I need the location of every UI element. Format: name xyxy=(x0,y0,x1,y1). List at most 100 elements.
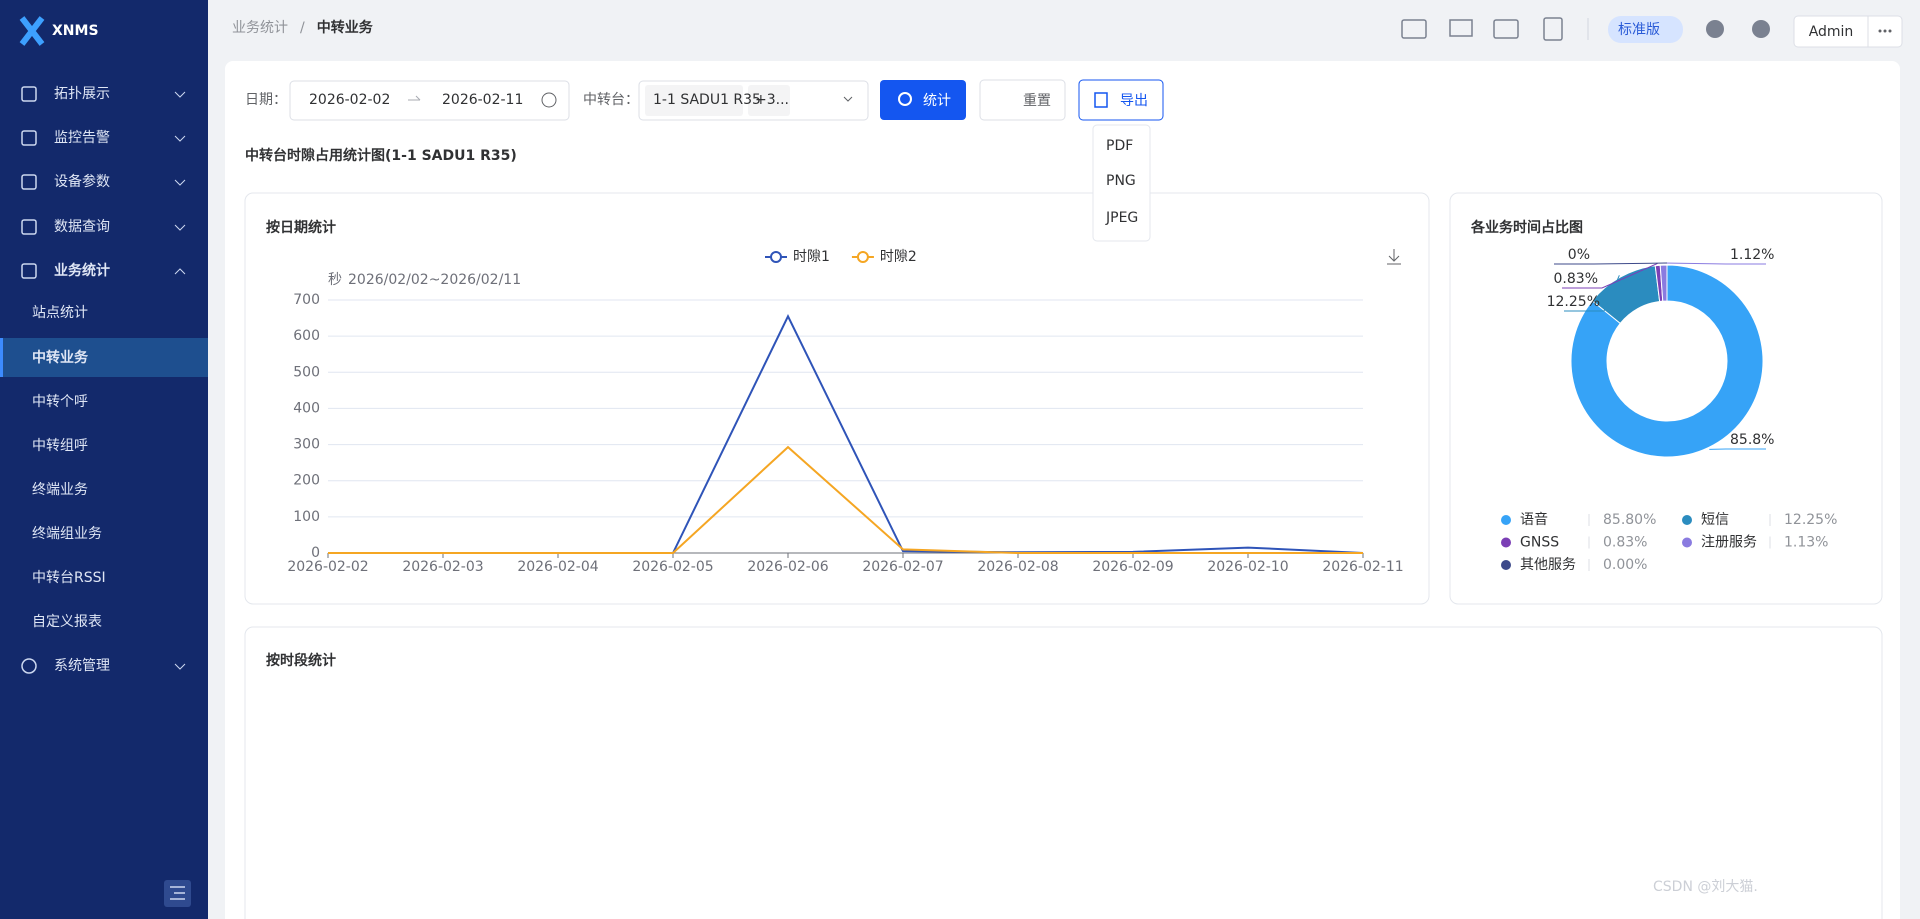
breadcrumb[interactable]: 业务统计 xyxy=(232,20,288,36)
y-tick-label: 300 xyxy=(293,437,320,453)
export-menu xyxy=(1092,124,1151,242)
x-tick-label: 2026-02-10 xyxy=(1207,559,1288,575)
export-icon xyxy=(1094,92,1108,108)
date-start: 2026-02-02 xyxy=(309,92,390,108)
legend-label[interactable]: 注册服务 xyxy=(1701,535,1757,551)
legend-dot[interactable] xyxy=(1682,515,1692,525)
date-label: 日期： xyxy=(245,92,287,108)
legend-label[interactable]: 时隙2 xyxy=(880,249,917,265)
help-icon[interactable] xyxy=(1752,20,1770,38)
menu-icon xyxy=(21,86,37,102)
legend-value: 0.83% xyxy=(1603,535,1647,551)
submenu-item[interactable]: 中转组呼 xyxy=(32,438,88,454)
legend-value: 12.25% xyxy=(1784,512,1837,528)
legend-label[interactable]: 短信 xyxy=(1701,512,1729,528)
y-tick-label: 600 xyxy=(293,328,320,344)
more-icon[interactable] xyxy=(1878,29,1892,33)
user: Admin xyxy=(1809,24,1854,40)
date-end: 2026-02-11 xyxy=(442,92,523,108)
clock-icon xyxy=(541,92,557,108)
legend-dot[interactable] xyxy=(1501,515,1511,525)
menu-icon xyxy=(21,174,37,190)
search-button[interactable] xyxy=(880,80,966,120)
page-title: 中转台时隙占用统计图(1-1 SADU1 R35) xyxy=(245,147,517,164)
period-card xyxy=(244,626,1883,919)
slice-label: 0% xyxy=(1568,247,1590,263)
export-option[interactable]: PDF xyxy=(1106,138,1133,154)
legend-value: 85.80% xyxy=(1603,512,1656,528)
download-icon[interactable] xyxy=(1387,249,1401,265)
submenu-item[interactable]: 终端业务 xyxy=(32,482,88,498)
legend-label[interactable]: GNSS xyxy=(1520,535,1559,551)
menu-icon xyxy=(21,658,37,674)
slice-label: 1.12% xyxy=(1730,247,1774,263)
pie-slice xyxy=(1659,264,1668,302)
x-tick-label: 2026-02-08 xyxy=(977,559,1058,575)
menu-item[interactable]: 数据查询 xyxy=(54,219,110,235)
menu-icon xyxy=(21,219,37,235)
submenu-item[interactable]: 中转业务 xyxy=(32,349,89,366)
menu-item[interactable]: 监控告警 xyxy=(54,130,110,146)
edition: 标准版 xyxy=(1618,22,1660,38)
series-line xyxy=(328,445,1363,554)
relay-label: 中转台： xyxy=(583,92,639,108)
legend-dot[interactable] xyxy=(1682,537,1692,548)
label-line xyxy=(1554,262,1668,265)
chart-subtitle: 2026/02/02~2026/02/11 xyxy=(348,272,521,288)
legend-label[interactable]: 时隙1 xyxy=(793,249,830,265)
search-icon xyxy=(898,92,912,106)
slice-label: 0.83% xyxy=(1554,271,1598,287)
user-button[interactable] xyxy=(1793,15,1903,48)
relay-more: +3... xyxy=(755,92,789,108)
date-arrow xyxy=(408,95,421,101)
y-tick-label: 500 xyxy=(293,364,320,380)
y-tick-label: 700 xyxy=(293,292,320,308)
submenu-item[interactable]: 站点统计 xyxy=(32,305,88,321)
header-icons xyxy=(1401,17,1589,41)
legend-dot[interactable] xyxy=(1501,537,1511,548)
submenu-item[interactable]: 终端组业务 xyxy=(32,526,102,542)
menu-icon xyxy=(21,130,37,146)
legend-label[interactable]: 其他服务 xyxy=(1520,557,1576,573)
watermark: CSDN @刘大猫. xyxy=(1653,879,1758,895)
label-line xyxy=(1562,263,1658,289)
export-option[interactable]: JPEG xyxy=(1105,210,1138,226)
legend-value: 1.13% xyxy=(1784,535,1828,551)
submenu-item[interactable]: 自定义报表 xyxy=(32,614,102,630)
x-tick-label: 2026-02-11 xyxy=(1322,559,1403,575)
menu-item[interactable]: 系统管理 xyxy=(54,658,110,674)
reset-text: 重置 xyxy=(1023,93,1051,109)
sidebar xyxy=(0,0,208,919)
reset-button[interactable] xyxy=(979,79,1066,121)
export-text: 导出 xyxy=(1120,93,1148,109)
select-arrow xyxy=(843,96,853,102)
menu-item[interactable]: 拓扑展示 xyxy=(54,86,110,102)
search-text: 统计 xyxy=(923,93,951,109)
alert-icon[interactable] xyxy=(1706,20,1724,38)
breadcrumb: / xyxy=(300,20,305,36)
menu-item[interactable]: 设备参数 xyxy=(54,173,110,190)
edition-pill[interactable] xyxy=(1608,16,1683,43)
y-tick-label: 400 xyxy=(293,400,320,416)
chevron xyxy=(174,224,186,231)
x-tick-label: 2026-02-06 xyxy=(747,559,828,575)
submenu-item[interactable]: 中转个呼 xyxy=(32,394,88,410)
x-tick-label: 2026-02-09 xyxy=(1092,559,1173,575)
submenu-item[interactable]: 中转台RSSI xyxy=(32,570,106,586)
legend-dot[interactable] xyxy=(1501,560,1511,570)
menu-item[interactable]: 业务统计 xyxy=(54,262,110,279)
chart-title: 按日期统计 xyxy=(266,219,336,236)
date-picker[interactable] xyxy=(289,80,570,121)
menu-icon xyxy=(21,263,37,279)
legend-dot xyxy=(856,251,869,263)
export-option[interactable]: PNG xyxy=(1106,173,1136,189)
chevron xyxy=(174,91,186,98)
y-tick-label: 200 xyxy=(293,473,320,489)
legend-label[interactable]: 语音 xyxy=(1520,511,1548,528)
nav: 拓扑展示监控告警设备参数数据查询业务统计站点统计中转业务中转个呼中转组呼终端业务… xyxy=(21,86,186,674)
export-button[interactable] xyxy=(1078,79,1164,121)
x-tick-label: 2026-02-05 xyxy=(632,559,713,575)
active-indicator xyxy=(0,338,3,377)
collapse-icon xyxy=(170,886,185,900)
